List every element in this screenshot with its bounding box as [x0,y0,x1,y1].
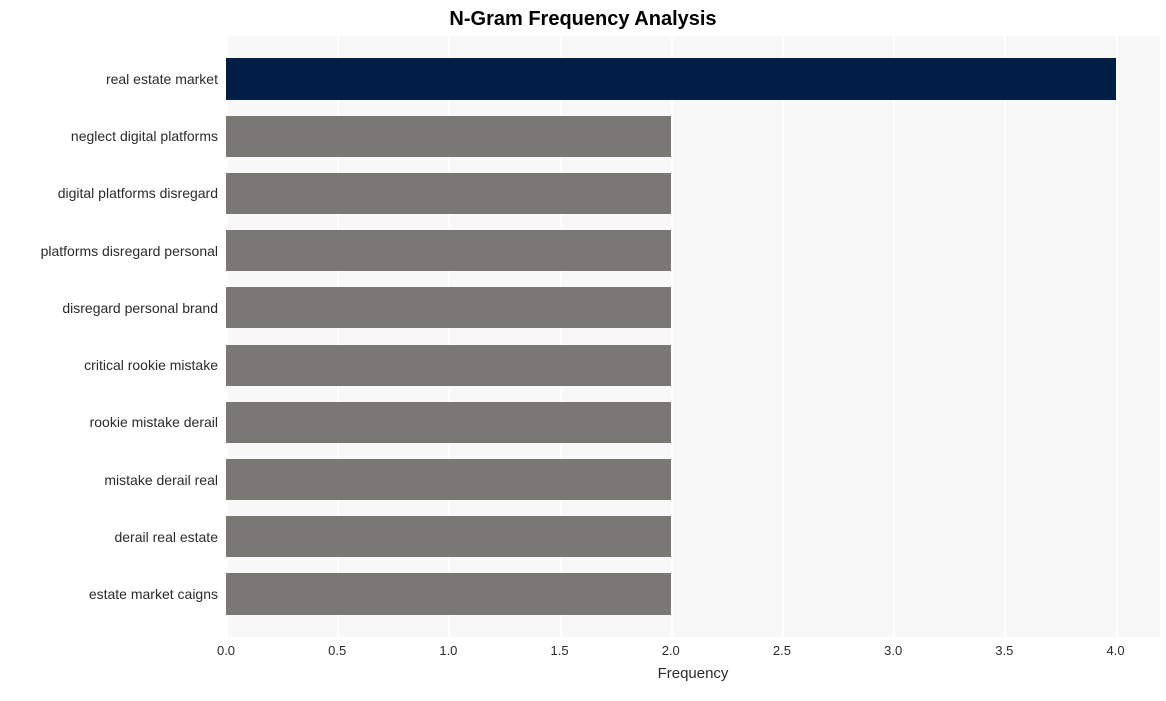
y-tick-label: derail real estate [114,529,226,545]
grid-line [1116,36,1118,637]
y-tick-label: estate market caigns [89,586,226,602]
y-tick-label: rookie mistake derail [90,414,226,430]
bar [226,345,671,386]
bar [226,116,671,157]
bar [226,58,1116,99]
y-tick-label: real estate market [106,71,226,87]
y-tick-label: neglect digital platforms [71,128,226,144]
grid-line [782,36,784,637]
bar [226,573,671,614]
y-tick-label: disregard personal brand [62,300,226,316]
ngram-frequency-chart: N-Gram Frequency Analysis 0.00.51.01.52.… [0,0,1166,701]
bar [226,173,671,214]
y-tick-label: platforms disregard personal [41,243,226,259]
y-tick-label: digital platforms disregard [58,185,226,201]
bar [226,230,671,271]
plot-area: 0.00.51.01.52.02.53.03.54.0real estate m… [226,36,1160,637]
bar [226,287,671,328]
bar [226,459,671,500]
bar [226,402,671,443]
chart-title: N-Gram Frequency Analysis [0,8,1166,31]
grid-line [893,36,895,637]
bar [226,516,671,557]
grid-line [671,36,673,637]
y-tick-label: mistake derail real [104,472,226,488]
y-tick-label: critical rookie mistake [84,357,226,373]
x-axis-label: Frequency [226,637,1160,682]
grid-line [1004,36,1006,637]
